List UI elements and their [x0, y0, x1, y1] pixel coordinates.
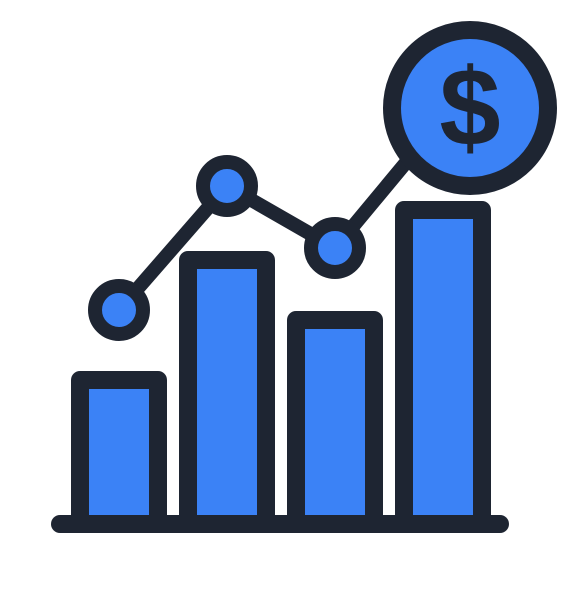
- bar-3: [296, 320, 374, 524]
- trend-node-3: [311, 224, 359, 272]
- trend-node-2: [203, 162, 251, 210]
- bars-group: [80, 210, 482, 524]
- bar-1: [80, 380, 158, 524]
- dollar-coin-icon: $: [392, 30, 548, 186]
- trend-node-1: [95, 286, 143, 334]
- bar-2: [188, 260, 266, 524]
- financial-growth-chart-icon: $: [0, 0, 581, 600]
- dollar-symbol: $: [439, 47, 500, 170]
- bar-4: [404, 210, 482, 524]
